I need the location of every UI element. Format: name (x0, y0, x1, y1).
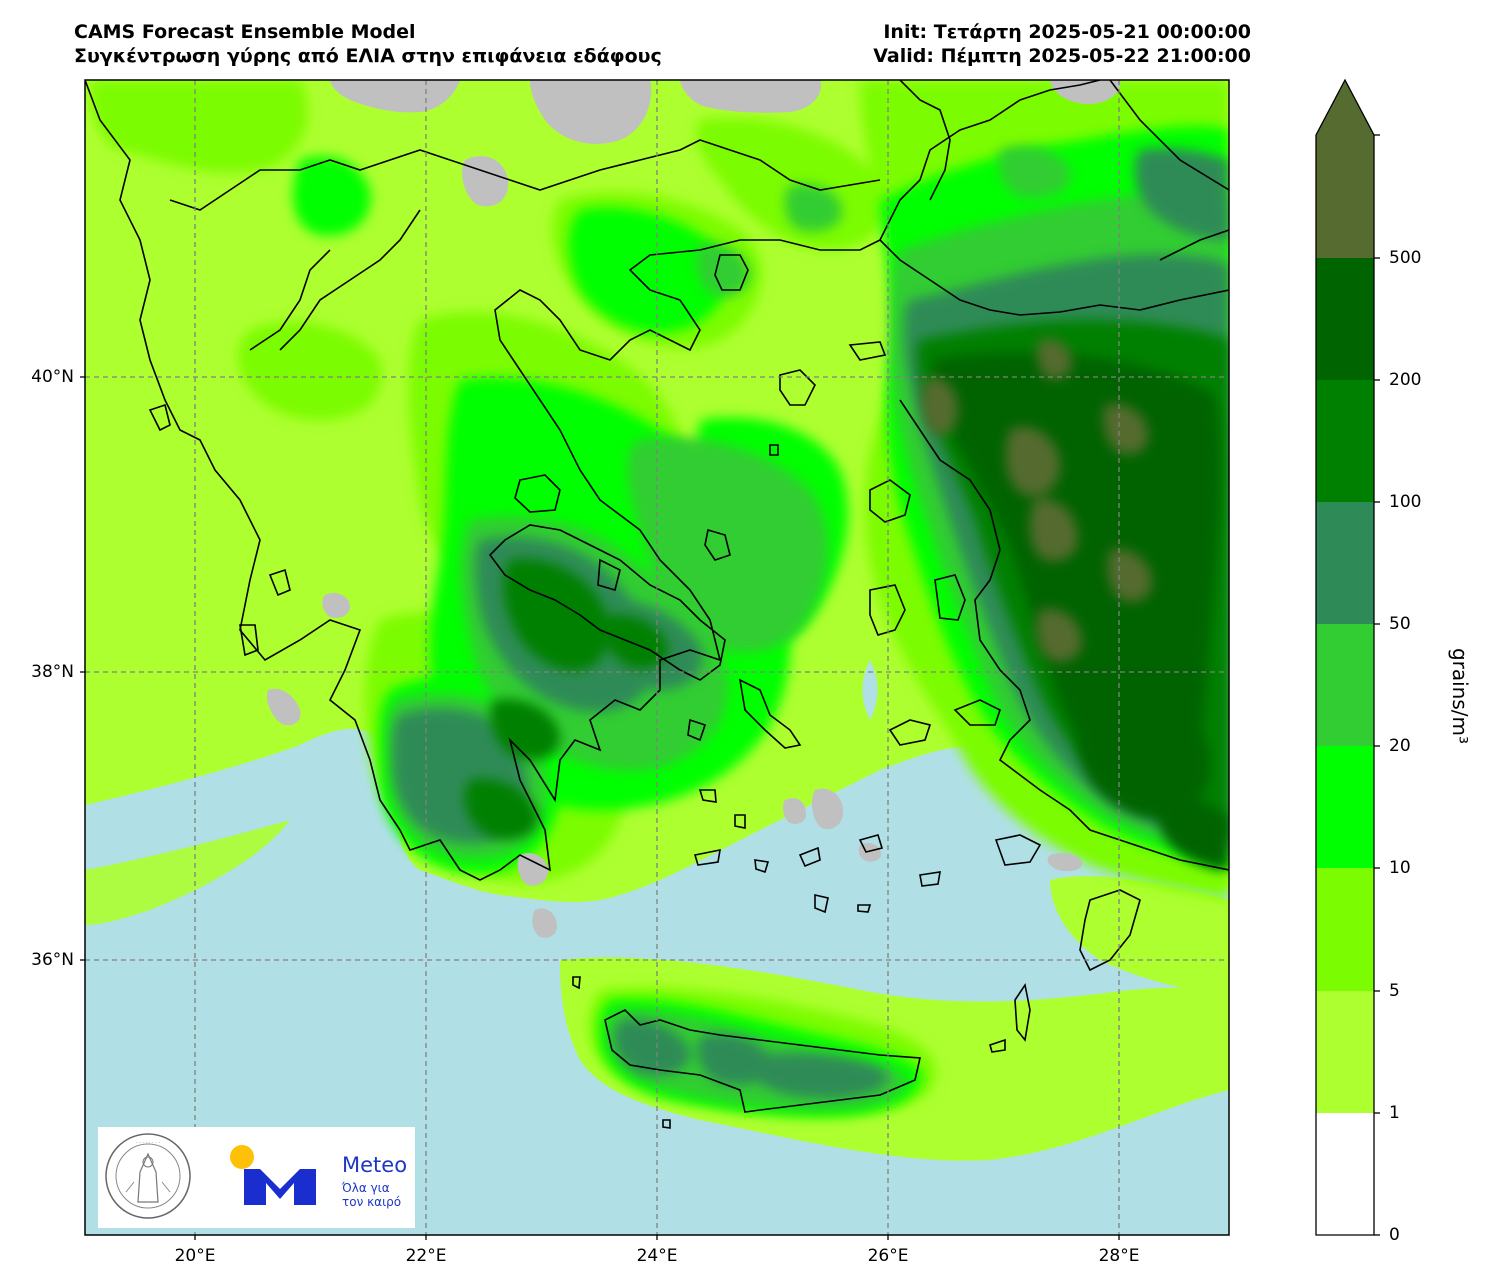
colorbar-bin-50-100 (1316, 502, 1374, 624)
lat-label-38n: 38°N (31, 662, 74, 682)
axis-tick-marks (80, 376, 1120, 1240)
meteo-logo-icon (230, 1145, 316, 1205)
colorbar-tick-5: 5 (1389, 981, 1400, 1001)
sea-east-coast-band (1050, 876, 1229, 1000)
colorbar-bin-10-20 (1316, 746, 1374, 868)
colorbar-tick-50: 50 (1389, 614, 1411, 634)
colorbar-title: grains/m³ (1448, 647, 1472, 745)
valid-time: Valid: Πέμπτη 2025-05-22 21:00:00 (873, 45, 1251, 67)
colorbar-tick-0: 0 (1389, 1225, 1400, 1245)
colorbar-tick-marks (1374, 134, 1380, 1236)
meteo-slogan-line-1: Όλα για (342, 1181, 390, 1195)
sea-north-aegean (862, 660, 878, 720)
forecast-times: Init: Τετάρτη 2025-05-21 00:00:00 Valid:… (873, 20, 1251, 68)
colorbar-bin-100-200 (1316, 380, 1374, 502)
coastlines (85, 80, 1229, 1129)
colorbar-bin-5-10 (1316, 868, 1374, 991)
lon-label-22e: 22°E (405, 1246, 447, 1266)
colorbar-bin-20-50 (1316, 624, 1374, 746)
init-time: Init: Τετάρτη 2025-05-21 00:00:00 (883, 21, 1251, 43)
meteo-slogan: Όλα για τον καιρό (342, 1181, 401, 1209)
svg-text:· · · · · · · ·: · · · · · · · · (136, 1140, 160, 1146)
colorbar-tick-10: 10 (1389, 858, 1411, 878)
map-subtitle: Συγκέντρωση γύρης από ΕΛΙΑ στην επιφάνει… (74, 45, 662, 67)
colorbar (1315, 78, 1380, 1236)
colorbar-tick-100: 100 (1389, 492, 1422, 512)
colorbar-tick-500: 500 (1389, 248, 1422, 268)
lat-label-36n: 36°N (31, 950, 74, 970)
logos-panel: · · · · · · · · Meteo Όλα για τον καιρό (98, 1127, 415, 1228)
level-500-plus (921, 338, 1153, 662)
colorbar-bin-200-500 (1316, 258, 1374, 380)
level-200-500 (933, 352, 1229, 870)
model-name: CAMS Forecast Ensemble Model (74, 21, 416, 43)
lon-label-26e: 26°E (867, 1246, 909, 1266)
meteo-brand: Meteo (342, 1153, 408, 1177)
lon-label-20e: 20°E (174, 1246, 216, 1266)
colorbar-bin-1-5 (1316, 991, 1374, 1113)
colorbar-tick-200: 200 (1389, 370, 1422, 390)
colorbar-bin-500-plus (1316, 135, 1374, 258)
colorbar-tick-1: 1 (1389, 1103, 1400, 1123)
colorbar-extend-arrow (1316, 80, 1374, 135)
lat-label-40n: 40°N (31, 367, 74, 387)
colorbar-outline (1315, 78, 1375, 1236)
map-title: CAMS Forecast Ensemble Model Συγκέντρωση… (74, 20, 662, 68)
observatory-seal-icon: · · · · · · · · (105, 1133, 191, 1219)
graticule (85, 80, 1229, 1235)
meteo-slogan-line-2: τον καιρό (342, 1195, 402, 1209)
pollen-field (85, 80, 1229, 1235)
colorbar-tick-20: 20 (1389, 736, 1411, 756)
colorbar-bin-0-1 (1316, 1113, 1374, 1235)
lon-label-24e: 24°E (636, 1246, 678, 1266)
lon-label-28e: 28°E (1098, 1246, 1140, 1266)
sea-west-gradient (85, 820, 290, 925)
